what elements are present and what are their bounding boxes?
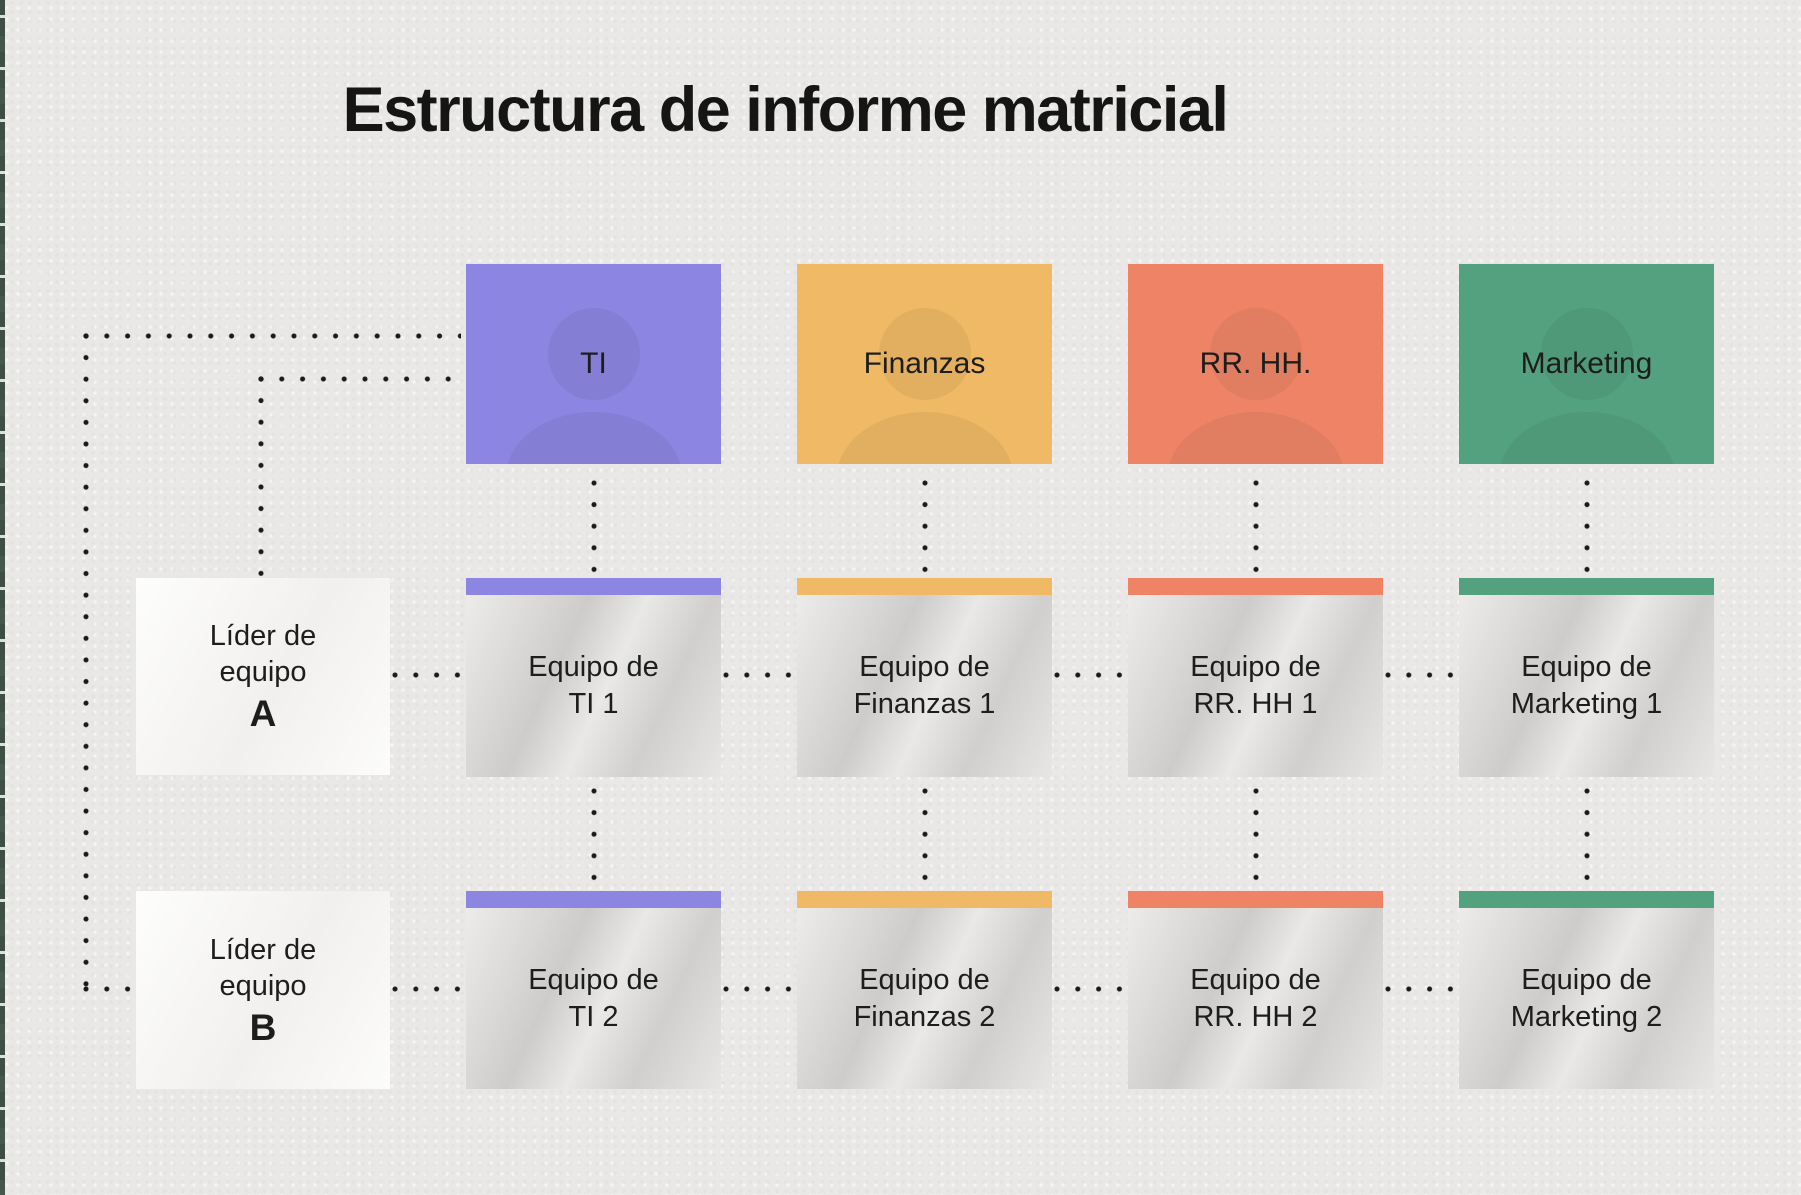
team-box-rrhh-2: Equipo de RR. HH 2 bbox=[1128, 891, 1383, 1089]
leader-a-box: Líder de equipo A bbox=[136, 578, 390, 775]
team-label-line1: Equipo de bbox=[528, 651, 659, 683]
team-color-bar bbox=[797, 578, 1052, 595]
person-icon bbox=[1209, 308, 1302, 400]
leader-b-box: Líder de equipo B bbox=[136, 891, 390, 1089]
page-title: Estructura de informe matricial bbox=[342, 75, 1229, 145]
connector-ti-to-ti1 bbox=[591, 480, 597, 575]
connector-finanzas1-to-finanzas2 bbox=[922, 788, 928, 886]
connector-row2-ti2-finanzas2 bbox=[723, 986, 795, 992]
connector-row2-leaderB-ti2 bbox=[392, 986, 464, 992]
team-box-finanzas-1: Equipo de Finanzas 1 bbox=[797, 578, 1052, 777]
person-icon bbox=[1540, 308, 1633, 400]
connector-row2-elbow-leaderB bbox=[83, 986, 135, 992]
team-label-line2: TI 2 bbox=[568, 1000, 619, 1033]
team-label-line1: Equipo de bbox=[1521, 963, 1652, 996]
connector-leaderA-to-ti-horizontal bbox=[258, 376, 461, 382]
dept-box-ti: TI bbox=[466, 264, 721, 464]
team-label-line1: Equipo de bbox=[1521, 651, 1652, 683]
team-label-line1: Equipo de bbox=[859, 963, 990, 996]
team-label-line2: RR. HH 1 bbox=[1193, 688, 1318, 720]
leader-b-letter: B bbox=[249, 1006, 277, 1048]
team-box-rrhh-1: Equipo de RR. HH 1 bbox=[1128, 578, 1383, 777]
leader-b-line2: equipo bbox=[219, 969, 307, 1002]
dept-label-ti: TI bbox=[580, 347, 607, 380]
person-shoulders-icon bbox=[836, 412, 1013, 464]
person-shoulders-icon bbox=[1167, 412, 1344, 464]
leader-a-line1: Líder de bbox=[209, 620, 317, 652]
team-color-bar bbox=[466, 891, 721, 908]
connector-ti1-to-ti2 bbox=[591, 788, 597, 886]
connector-rrhh1-to-rrhh2 bbox=[1253, 788, 1259, 886]
team-color-bar bbox=[1459, 891, 1714, 908]
leader-a-line2: equipo bbox=[219, 656, 307, 688]
dept-label-finanzas: Finanzas bbox=[863, 347, 986, 380]
connector-finanzas-to-finanzas1 bbox=[922, 480, 928, 575]
connector-row1-finanzas1-rrhh1 bbox=[1054, 672, 1126, 678]
connector-leaderB-to-ti-horizontal bbox=[83, 333, 461, 339]
connector-leaderA-vertical bbox=[258, 376, 264, 576]
team-label-line2: TI 1 bbox=[568, 688, 619, 720]
team-label-line1: Equipo de bbox=[859, 651, 990, 683]
person-icon bbox=[547, 308, 640, 400]
team-label-line2: Marketing 2 bbox=[1510, 1000, 1663, 1033]
team-color-bar bbox=[466, 578, 721, 595]
dept-box-finanzas: Finanzas bbox=[797, 264, 1052, 464]
team-color-bar bbox=[1128, 891, 1383, 908]
team-label-line1: Equipo de bbox=[1190, 651, 1321, 683]
team-box-ti-2: Equipo de TI 2 bbox=[466, 891, 721, 1089]
dept-box-marketing: Marketing bbox=[1459, 264, 1714, 464]
leader-a-letter: A bbox=[249, 693, 277, 734]
team-color-bar bbox=[1459, 578, 1714, 595]
team-box-marketing-2: Equipo de Marketing 2 bbox=[1459, 891, 1714, 1089]
dept-label-rrhh: RR. HH. bbox=[1199, 347, 1312, 380]
team-label-line1: Equipo de bbox=[1190, 963, 1321, 996]
person-shoulders-icon bbox=[505, 412, 682, 464]
person-icon bbox=[878, 308, 971, 400]
team-color-bar bbox=[1128, 578, 1383, 595]
dept-box-rrhh: RR. HH. bbox=[1128, 264, 1383, 464]
left-edge-strip bbox=[0, 0, 5, 1195]
team-box-marketing-1: Equipo de Marketing 1 bbox=[1459, 578, 1714, 777]
connector-leaderB-vertical bbox=[83, 333, 89, 993]
team-label-line2: RR. HH 2 bbox=[1193, 1000, 1318, 1033]
connector-row1-ti1-finanzas1 bbox=[723, 672, 795, 678]
team-box-ti-1: Equipo de TI 1 bbox=[466, 578, 721, 777]
leader-b-line1: Líder de bbox=[209, 933, 317, 966]
team-label-line2: Finanzas 2 bbox=[853, 1000, 996, 1033]
connector-row2-rrhh2-marketing2 bbox=[1385, 986, 1457, 992]
connector-marketing1-to-marketing2 bbox=[1584, 788, 1590, 886]
team-label-line2: Finanzas 1 bbox=[853, 688, 996, 720]
team-box-finanzas-2: Equipo de Finanzas 2 bbox=[797, 891, 1052, 1089]
connector-rrhh-to-rrhh1 bbox=[1253, 480, 1259, 575]
team-label-line2: Marketing 1 bbox=[1510, 688, 1663, 720]
connector-row2-finanzas2-rrhh2 bbox=[1054, 986, 1126, 992]
team-label-line1: Equipo de bbox=[528, 963, 659, 996]
team-color-bar bbox=[797, 891, 1052, 908]
connector-row1-leaderA-ti1 bbox=[392, 672, 464, 678]
connector-marketing-to-marketing1 bbox=[1584, 480, 1590, 575]
connector-row1-rrhh1-marketing1 bbox=[1385, 672, 1457, 678]
person-shoulders-icon bbox=[1498, 412, 1675, 464]
dept-label-marketing: Marketing bbox=[1520, 347, 1653, 380]
